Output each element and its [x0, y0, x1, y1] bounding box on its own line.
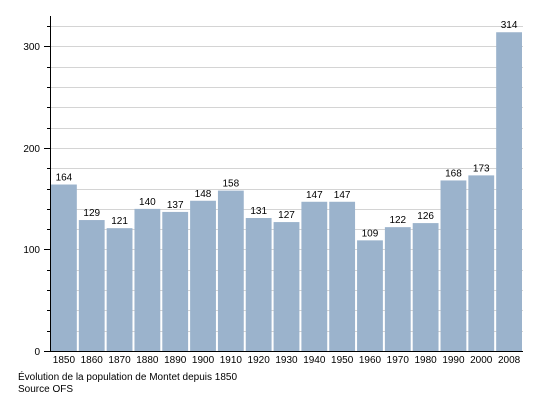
data-label: 140	[139, 197, 156, 208]
bar	[301, 201, 328, 351]
x-tick-label: 1960	[359, 355, 382, 366]
bar	[245, 218, 272, 351]
bar	[78, 220, 105, 351]
x-tick-label: 1980	[414, 355, 437, 366]
data-label: 129	[83, 208, 100, 219]
data-label: 148	[195, 189, 212, 200]
bar	[496, 32, 522, 352]
data-label: 127	[278, 210, 295, 221]
bar	[162, 211, 189, 351]
bar	[106, 228, 133, 351]
x-tick-label: 2008	[498, 355, 521, 366]
chart-source: Source OFS	[18, 384, 74, 395]
bar	[468, 175, 495, 351]
data-label: 131	[250, 206, 267, 217]
bar	[412, 223, 439, 351]
x-tick-label: 1860	[81, 355, 104, 366]
data-label: 137	[167, 200, 184, 211]
y-tick-label: 300	[23, 42, 40, 53]
y-tick-label: 100	[23, 245, 40, 256]
x-tick-label: 1910	[220, 355, 243, 366]
x-tick-label: 2000	[470, 355, 493, 366]
bar	[51, 184, 77, 351]
bar	[190, 200, 216, 351]
x-tick-label: 1940	[303, 355, 326, 366]
data-label: 109	[362, 228, 379, 239]
x-tick-label: 1990	[442, 355, 465, 366]
data-label: 122	[389, 215, 406, 226]
x-tick-label: 1920	[248, 355, 271, 366]
data-label: 158	[223, 179, 240, 190]
bar	[273, 222, 300, 351]
bar	[384, 227, 411, 351]
data-label: 147	[334, 190, 351, 201]
bar	[357, 240, 383, 351]
data-label: 168	[445, 168, 462, 179]
data-label: 147	[306, 190, 323, 201]
x-tick-label: 1870	[108, 355, 131, 366]
data-label: 164	[56, 173, 73, 184]
x-tick-label: 1950	[331, 355, 354, 366]
chart-caption: Évolution de la population de Montet dep…	[18, 372, 238, 383]
x-tick-label: 1970	[387, 355, 410, 366]
bar	[440, 180, 467, 351]
x-tick-label: 1930	[275, 355, 298, 366]
x-tick-label: 1850	[53, 355, 76, 366]
bar	[134, 208, 161, 351]
bar	[329, 201, 356, 351]
bar	[217, 190, 244, 351]
x-tick-label: 1890	[164, 355, 187, 366]
y-tick-label: 0	[34, 347, 40, 358]
data-label: 173	[473, 163, 490, 174]
x-tick-label: 1900	[192, 355, 215, 366]
data-label: 121	[111, 216, 128, 227]
y-tick-label: 200	[23, 144, 40, 155]
data-label: 126	[417, 211, 434, 222]
x-tick-label: 1880	[136, 355, 159, 366]
data-label: 314	[501, 20, 518, 31]
